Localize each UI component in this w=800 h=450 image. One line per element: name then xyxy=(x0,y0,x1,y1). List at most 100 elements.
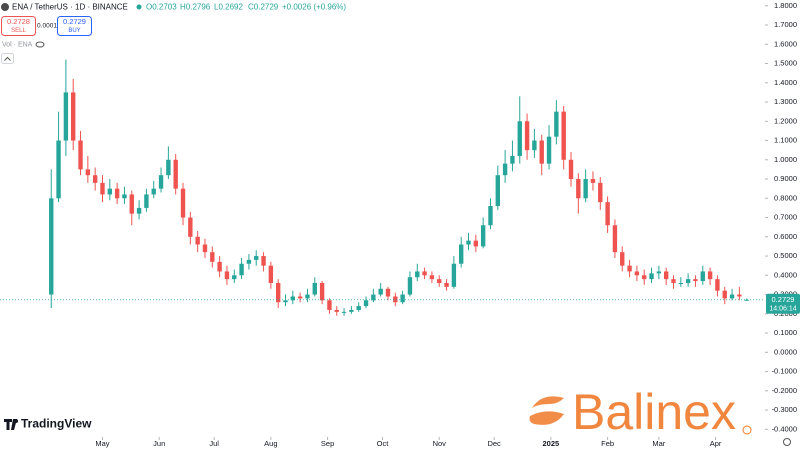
ohlc-low: L0.2692 xyxy=(214,3,243,12)
y-tick-label: 0.5000 xyxy=(774,251,797,260)
collapse-icon xyxy=(4,56,11,61)
candle-body xyxy=(297,296,303,299)
sell-label[interactable]: SELL xyxy=(11,28,26,34)
candle xyxy=(122,186,127,205)
candle xyxy=(319,281,325,305)
candle-body xyxy=(685,279,691,283)
candle xyxy=(495,165,500,210)
candle xyxy=(612,219,618,258)
candle-body xyxy=(173,159,178,189)
candle-body xyxy=(393,296,398,303)
y-tick-label: 0.6000 xyxy=(774,232,797,241)
candle xyxy=(151,180,156,199)
x-tick-label: Nov xyxy=(433,439,447,448)
candle-body xyxy=(341,311,347,313)
candle-body xyxy=(576,179,581,199)
candle xyxy=(378,282,383,297)
candle-body xyxy=(502,163,508,176)
x-tick-label: 2025 xyxy=(543,439,560,448)
candle-body xyxy=(371,294,376,301)
candle-body xyxy=(451,263,457,287)
candle-body xyxy=(700,271,705,282)
settings-icon[interactable] xyxy=(783,438,791,446)
candle-body xyxy=(707,271,713,280)
candle xyxy=(620,246,625,272)
candle-body xyxy=(627,265,632,272)
candle-body xyxy=(656,271,662,274)
candle-body xyxy=(415,271,420,278)
scroll-icon[interactable] xyxy=(742,425,752,435)
candle-body xyxy=(122,194,127,199)
candle-body xyxy=(568,159,574,180)
candle-body xyxy=(598,182,603,203)
candle-body xyxy=(444,282,449,287)
candle-body xyxy=(290,296,296,301)
candle-body xyxy=(363,300,369,307)
candle-body xyxy=(202,244,208,253)
candle-body xyxy=(510,155,515,164)
candle-body xyxy=(422,271,427,276)
candle-body xyxy=(546,136,552,164)
candle-body xyxy=(114,188,120,199)
sell-button[interactable] xyxy=(1,16,36,36)
buy-label[interactable]: BUY xyxy=(68,28,80,34)
candle xyxy=(305,288,310,303)
y-tick-label: 1.3000 xyxy=(774,97,797,106)
watermark-swirl xyxy=(529,411,564,425)
buy-button[interactable] xyxy=(57,16,92,36)
candle xyxy=(634,265,640,282)
candle-body xyxy=(85,169,91,176)
candle-body xyxy=(407,277,413,295)
candle-body xyxy=(232,275,237,280)
candle xyxy=(685,273,691,287)
candle-body xyxy=(261,256,266,266)
candle-body xyxy=(473,240,479,247)
candle-body xyxy=(210,252,215,262)
watermark-swirl xyxy=(532,396,564,408)
candle-body xyxy=(283,300,288,303)
candle xyxy=(722,286,727,305)
candle xyxy=(532,128,537,158)
collapse-button[interactable] xyxy=(1,53,14,64)
candle-body xyxy=(459,244,464,264)
candle xyxy=(429,271,435,283)
candle-body xyxy=(144,194,149,208)
candle xyxy=(422,267,427,280)
y-tick-label: 1.7000 xyxy=(774,20,797,29)
candle xyxy=(444,279,449,291)
candle-body xyxy=(663,271,669,280)
buy-price[interactable]: 0.2729 xyxy=(63,17,86,26)
candle xyxy=(71,78,76,151)
candle xyxy=(385,286,391,301)
candle xyxy=(261,252,266,272)
candle xyxy=(583,169,588,203)
candle-body xyxy=(671,279,676,283)
candle xyxy=(678,277,684,287)
candle-body xyxy=(605,202,610,226)
candle xyxy=(693,275,698,287)
y-tick-label: 0.7000 xyxy=(774,213,797,222)
candle-body xyxy=(524,121,530,151)
candle xyxy=(78,130,83,176)
candle-body xyxy=(583,179,588,199)
candle-body xyxy=(56,140,61,199)
candle xyxy=(517,96,522,164)
ohlc-close: C0.2729 xyxy=(248,3,279,12)
candle xyxy=(400,290,405,305)
candle-body xyxy=(642,275,647,280)
eye-icon[interactable] xyxy=(35,41,45,48)
x-tick-label: Dec xyxy=(487,439,501,448)
y-tick-label: 0.8000 xyxy=(774,193,797,202)
candle xyxy=(510,140,515,172)
candle-body xyxy=(532,140,537,151)
candle-body xyxy=(312,282,317,295)
candle-body xyxy=(349,309,354,312)
candle xyxy=(290,290,296,305)
candle xyxy=(85,155,91,183)
candle xyxy=(275,279,281,309)
sell-price[interactable]: 0.2728 xyxy=(7,17,30,26)
tradingview-logo: TradingView xyxy=(21,417,92,431)
candle xyxy=(627,259,632,278)
candle xyxy=(415,263,420,282)
y-tick-label: 1.0000 xyxy=(774,155,797,164)
